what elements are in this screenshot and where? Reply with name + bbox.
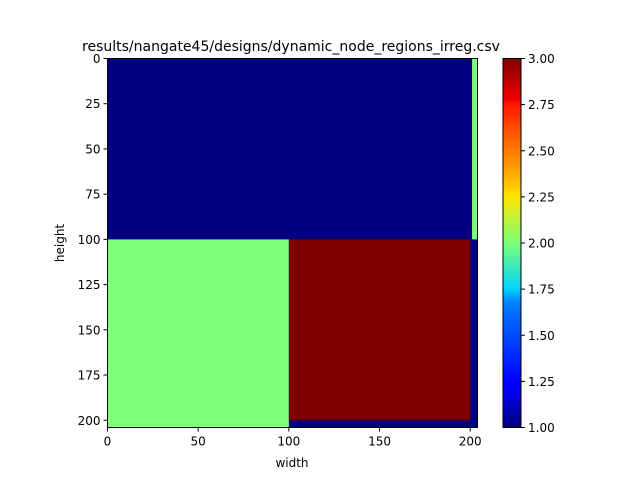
x-axis-label: width — [275, 456, 308, 470]
heatmap-cells — [107, 58, 478, 428]
heatmap-region-2 — [288, 239, 471, 421]
y-tick-label: 150 — [78, 323, 101, 337]
plot-frame — [107, 58, 478, 428]
colorbar-tick-label: 1.25 — [528, 375, 555, 389]
colorbar-tick-label: 1.75 — [528, 283, 555, 297]
x-tick-label: 100 — [277, 435, 300, 449]
y-tick-label: 75 — [85, 188, 100, 202]
colorbar-gradient — [503, 58, 521, 428]
heatmap-region-3 — [472, 58, 478, 240]
y-tick-label: 50 — [85, 142, 100, 156]
y-tick-label: 0 — [93, 52, 101, 66]
y-axis-label: height — [53, 224, 67, 263]
colorbar-tick-label: 1.00 — [528, 421, 555, 435]
colorbar: 1.00 1.25 1.50 1.75 2.00 2.25 2.50 2.75 3.00 — [502, 52, 555, 435]
heatmap-region-1 — [107, 239, 289, 428]
colorbar-tick-label: 2.50 — [528, 144, 555, 158]
y-tick-label: 175 — [78, 369, 101, 383]
y-axis: 0 25 50 75 100 125 150 175 200 — [78, 52, 108, 428]
colorbar-tick-label: 2.00 — [528, 237, 555, 251]
x-tick-label: 200 — [459, 435, 482, 449]
x-axis: 0 50 100 150 200 — [104, 427, 482, 449]
colorbar-tick-label: 2.25 — [528, 190, 555, 204]
y-tick-label: 100 — [78, 233, 101, 247]
colorbar-tick-label: 3.00 — [528, 52, 555, 66]
chart-title: results/nangate45/designs/dynamic_node_r… — [82, 39, 500, 55]
x-tick-label: 0 — [104, 435, 112, 449]
colorbar-tick-label: 1.50 — [528, 329, 555, 343]
colorbar-ticks: 1.00 1.25 1.50 1.75 2.00 2.25 2.50 2.75 3.00 — [521, 52, 555, 435]
plot-area — [107, 58, 478, 428]
colorbar-tick-label: 2.75 — [528, 98, 555, 112]
x-tick-label: 150 — [368, 435, 391, 449]
x-tick-label: 50 — [191, 435, 206, 449]
y-tick-label: 25 — [85, 97, 100, 111]
y-tick-label: 125 — [78, 278, 101, 292]
y-tick-label: 200 — [78, 414, 101, 428]
